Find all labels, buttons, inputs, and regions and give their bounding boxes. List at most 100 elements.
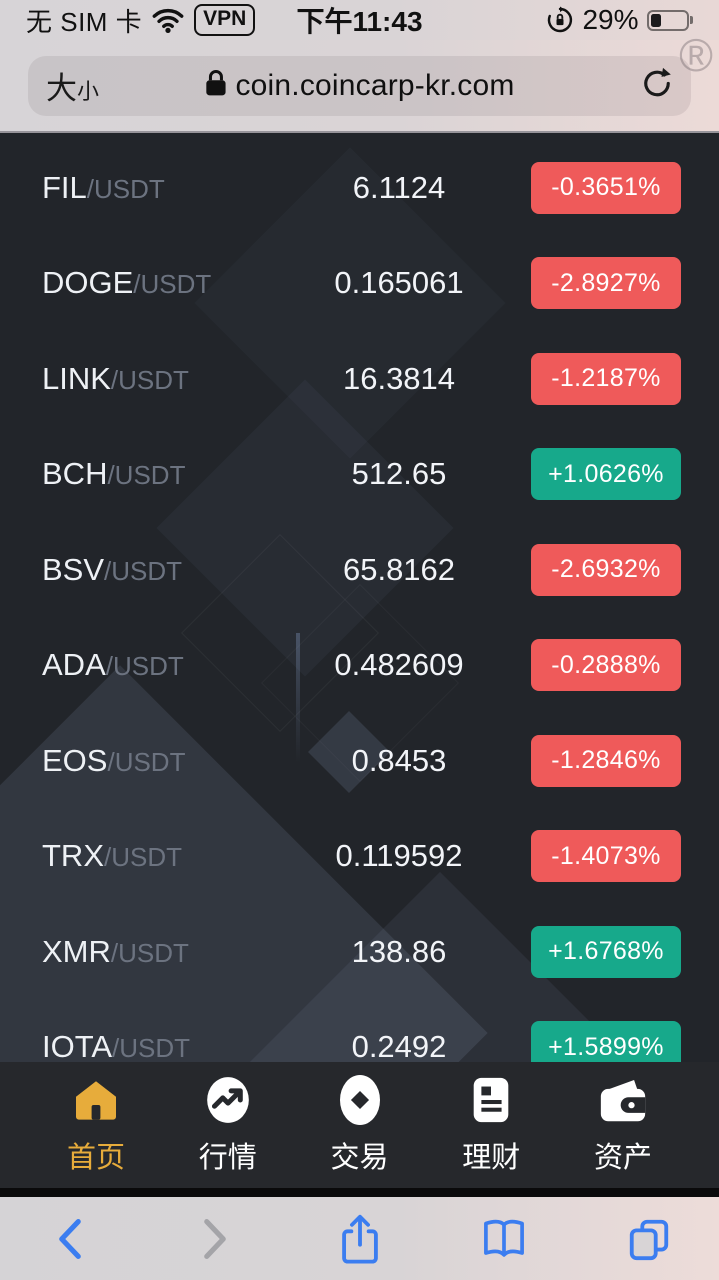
- tab-assets[interactable]: 资产: [573, 1074, 673, 1176]
- page-edge: [0, 1188, 719, 1197]
- market-row-doge[interactable]: DOGE/USDT 0.165061 -2.8927%: [0, 236, 719, 332]
- pair-quote: /USDT: [133, 269, 212, 300]
- registered-watermark: ®: [679, 29, 713, 81]
- pair-symbol: EOS: [42, 742, 108, 778]
- forward-icon: [185, 1217, 245, 1261]
- pair-label: XMR/USDT: [42, 934, 267, 970]
- tab-markets[interactable]: 行情: [178, 1074, 278, 1176]
- pair-label: BSV/USDT: [42, 552, 267, 588]
- pair-quote: /USDT: [105, 651, 184, 682]
- market-row-bsv[interactable]: BSV/USDT 65.8162 -2.6932%: [0, 522, 719, 618]
- pair-price: 0.482609: [334, 647, 464, 683]
- pair-symbol: XMR: [42, 933, 111, 969]
- tab-label: 交易: [330, 1142, 389, 1174]
- bookmarks-icon[interactable]: [474, 1216, 534, 1262]
- pair-quote: /USDT: [104, 842, 182, 873]
- pair-label: LINK/USDT: [42, 361, 267, 397]
- orientation-lock-icon: [546, 6, 574, 34]
- vpn-badge: VPN: [194, 4, 256, 36]
- market-row-fil[interactable]: FIL/USDT 6.1124 -0.3651%: [0, 140, 719, 236]
- pair-price: 138.86: [351, 933, 447, 969]
- pair-price: 0.119592: [335, 838, 463, 874]
- battery-percent: 29%: [582, 4, 639, 35]
- pair-label: IOTA/USDT: [42, 1029, 267, 1062]
- pair-quote: /USDT: [110, 364, 189, 395]
- url-text: coin.coincarp-kr.com: [235, 68, 515, 102]
- pair-symbol: IOTA: [42, 1029, 113, 1062]
- address-field[interactable]: 大小 coin.coincarp-kr.com: [28, 55, 691, 116]
- change-badge[interactable]: -0.2888%: [531, 639, 681, 692]
- change-badge[interactable]: +1.5899%: [531, 1021, 681, 1062]
- market-row-trx[interactable]: TRX/USDT 0.119592 -1.4073%: [0, 809, 719, 905]
- pair-quote: /USDT: [112, 1033, 191, 1062]
- pair-price: 16.3814: [342, 360, 456, 396]
- pair-symbol: BSV: [42, 551, 105, 587]
- tab-finance[interactable]: 理财: [441, 1074, 541, 1176]
- battery-icon: [646, 9, 693, 31]
- market-row-eos[interactable]: EOS/USDT 0.8453 -1.2846%: [0, 713, 719, 809]
- pair-price: 512.65: [351, 456, 447, 492]
- pair-price: 65.8162: [342, 551, 456, 587]
- pair-symbol: BCH: [42, 456, 108, 492]
- tab-label: 行情: [198, 1142, 257, 1174]
- text-size-button[interactable]: 大小: [46, 71, 100, 106]
- pair-quote: /USDT: [107, 746, 186, 777]
- market-list: FIL/USDT 6.1124 -0.3651% DOGE/USDT 0.165…: [0, 140, 719, 1062]
- change-badge[interactable]: -2.8927%: [531, 257, 681, 310]
- change-badge[interactable]: -1.4073%: [531, 830, 681, 883]
- pair-quote: /USDT: [86, 173, 165, 204]
- change-badge[interactable]: -1.2846%: [531, 734, 681, 787]
- market-row-xmr[interactable]: XMR/USDT 138.86 +1.6768%: [0, 904, 719, 1000]
- pair-price: 0.165061: [334, 265, 464, 301]
- lock-icon: [204, 69, 226, 102]
- tab-home[interactable]: 首页: [46, 1074, 146, 1176]
- pair-price: 0.8453: [351, 742, 447, 778]
- tab-label: 首页: [66, 1142, 125, 1174]
- safari-url-bar: 大小 coin.coincarp-kr.com: [0, 40, 719, 133]
- share-icon[interactable]: [330, 1212, 390, 1266]
- pair-symbol: DOGE: [42, 265, 134, 301]
- change-badge[interactable]: +1.0626%: [531, 448, 681, 501]
- reload-icon[interactable]: [639, 65, 675, 106]
- tabs-icon[interactable]: [619, 1216, 679, 1262]
- pair-price: 6.1124: [352, 169, 446, 205]
- wifi-icon: [152, 8, 184, 33]
- pair-quote: /USDT: [107, 460, 186, 491]
- clock: 下午11:43: [296, 6, 423, 37]
- trade-icon: [337, 1074, 383, 1126]
- market-row-iota[interactable]: IOTA/USDT 0.2492 +1.5899%: [0, 1000, 719, 1062]
- status-bar: 无 SIM 卡 VPN 下午11:43 29: [0, 0, 719, 40]
- change-badge[interactable]: -0.3651%: [531, 161, 681, 214]
- change-badge[interactable]: +1.6768%: [531, 925, 681, 978]
- pair-quote: /USDT: [110, 937, 189, 968]
- pair-label: TRX/USDT: [42, 838, 267, 874]
- pair-symbol: LINK: [42, 360, 111, 396]
- pair-label: FIL/USDT: [42, 170, 267, 206]
- back-icon[interactable]: [40, 1217, 100, 1261]
- market-row-ada[interactable]: ADA/USDT 0.482609 -0.2888%: [0, 618, 719, 714]
- tab-label: 资产: [593, 1142, 652, 1174]
- tab-trade[interactable]: 交易: [310, 1074, 410, 1176]
- assets-icon: [597, 1074, 649, 1126]
- tab-label: 理财: [462, 1142, 521, 1174]
- pair-quote: /USDT: [104, 555, 183, 586]
- carrier-label: 无 SIM 卡: [26, 6, 143, 37]
- market-row-bch[interactable]: BCH/USDT 512.65 +1.0626%: [0, 427, 719, 523]
- pair-symbol: TRX: [42, 838, 104, 874]
- pair-label: EOS/USDT: [42, 743, 267, 779]
- change-badge[interactable]: -1.2187%: [531, 352, 681, 405]
- change-badge[interactable]: -2.6932%: [531, 543, 681, 596]
- market-row-link[interactable]: LINK/USDT 16.3814 -1.2187%: [0, 331, 719, 427]
- pair-price: 0.2492: [351, 1029, 447, 1062]
- pair-label: BCH/USDT: [42, 456, 267, 492]
- pair-symbol: FIL: [42, 169, 87, 205]
- pair-label: DOGE/USDT: [42, 265, 267, 301]
- background-light-streak: [296, 633, 300, 763]
- app-tab-bar: 首页 行情 交易: [0, 1062, 719, 1188]
- finance-icon: [469, 1074, 513, 1126]
- pair-label: ADA/USDT: [42, 647, 267, 683]
- webpage-content: FIL/USDT 6.1124 -0.3651% DOGE/USDT 0.165…: [0, 133, 719, 1062]
- markets-icon: [203, 1074, 253, 1126]
- home-icon: [71, 1074, 121, 1126]
